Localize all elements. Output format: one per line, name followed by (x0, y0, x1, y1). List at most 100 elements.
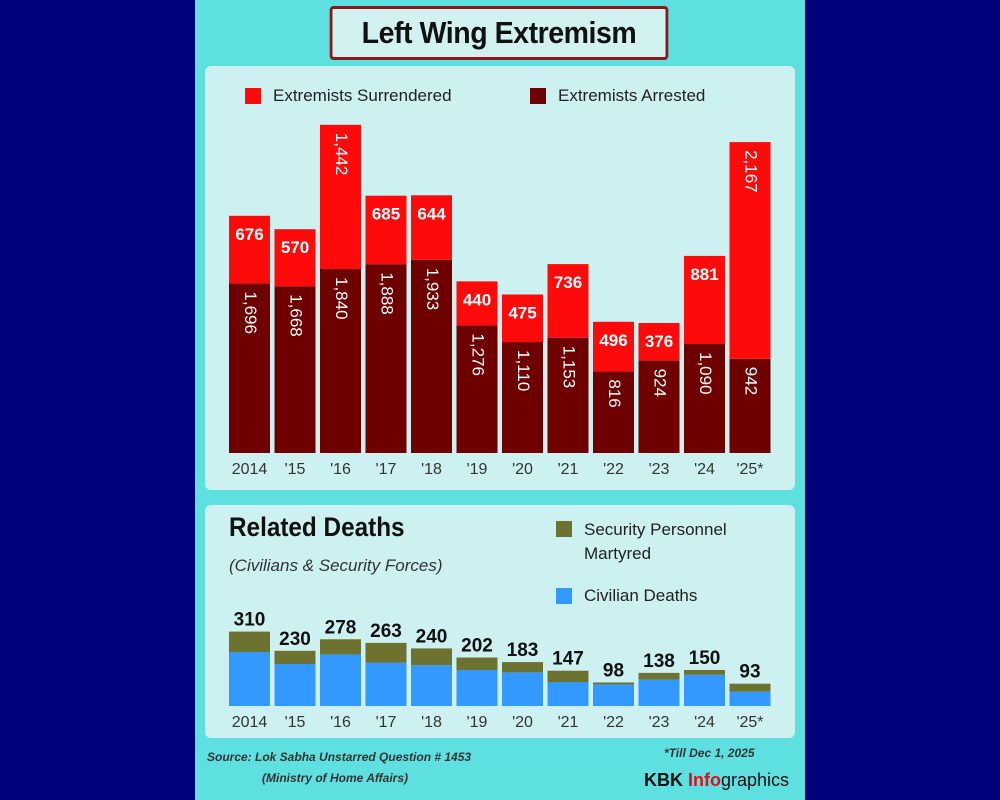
bar-civilian (365, 662, 407, 706)
bar-surrendered (502, 294, 543, 342)
x-tick-label: '24 (694, 714, 715, 731)
total-label: 138 (643, 651, 675, 672)
total-label: 310 (234, 610, 266, 631)
label-arrested: 1,933 (423, 268, 442, 311)
legend-arrested: Extremists Arrested (530, 86, 705, 106)
bar-surrendered (274, 229, 316, 287)
total-label: 150 (689, 648, 721, 669)
total-label: 183 (507, 640, 539, 661)
label-surrendered: 2,167 (742, 150, 761, 193)
bar-arrested (502, 342, 543, 453)
x-tick-label: '25* (736, 714, 763, 731)
legend-label: Security Personnel Martyred (584, 520, 727, 563)
x-tick-label: '19 (467, 461, 488, 478)
bar-arrested (320, 269, 361, 453)
label-surrendered: 496 (599, 331, 627, 350)
total-label: 147 (552, 649, 584, 670)
label-arrested: 816 (605, 379, 624, 407)
total-label: 93 (739, 662, 760, 683)
bar-arrested (229, 283, 270, 453)
bar-security (729, 683, 771, 692)
legend-swatch (245, 88, 261, 104)
x-tick-label: 2014 (232, 461, 268, 478)
legend-security: Security Personnel Martyred (556, 518, 784, 566)
x-tick-label: '21 (558, 714, 579, 731)
x-tick-label: '18 (421, 714, 442, 731)
x-tick-label: '16 (330, 461, 351, 478)
bar-civilian (729, 691, 771, 706)
bar-arrested (547, 337, 589, 453)
label-arrested: 1,888 (378, 272, 397, 315)
x-tick-label: '23 (649, 461, 670, 478)
deaths-title: Related Deaths (229, 512, 405, 542)
label-surrendered: 440 (463, 290, 491, 309)
total-label: 263 (370, 621, 402, 642)
x-tick-label: '24 (694, 461, 715, 478)
label-arrested: 1,090 (696, 352, 715, 395)
bar-security (229, 631, 270, 652)
bar-civilian (593, 684, 634, 706)
label-arrested: 1,840 (332, 277, 351, 320)
bar-surrendered (411, 195, 452, 260)
bar-arrested (365, 264, 407, 453)
total-label: 278 (325, 617, 357, 638)
legend-label: Civilian Deaths (584, 586, 698, 605)
bar-security (411, 648, 452, 666)
label-surrendered: 685 (372, 205, 400, 224)
x-tick-label: '23 (649, 714, 670, 731)
x-tick-label: '18 (421, 461, 442, 478)
label-surrendered: 570 (281, 238, 309, 257)
bar-security (456, 657, 498, 670)
bar-arrested (411, 259, 452, 453)
page-title: Left Wing Extremism (329, 6, 669, 60)
label-surrendered: 1,442 (332, 133, 351, 176)
bar-security (638, 672, 680, 680)
label-arrested: 1,153 (560, 346, 579, 389)
brand-logo: KBK Infographics (644, 770, 790, 790)
bar-arrested (684, 344, 725, 453)
deaths-subtitle: (Civilians & Security Forces) (229, 556, 443, 575)
legend-swatch (530, 88, 546, 104)
bar-surrendered (229, 215, 270, 284)
legend-label: Extremists Surrendered (273, 86, 452, 105)
bar-arrested (274, 286, 316, 453)
bar-civilian (229, 652, 270, 706)
x-tick-label: '15 (285, 461, 306, 478)
bar-surrendered (684, 255, 725, 344)
label-arrested: 1,110 (514, 350, 533, 391)
label-arrested: 924 (651, 369, 670, 397)
legend-swatch (556, 588, 572, 604)
legend-swatch (556, 521, 572, 537)
bar-security (547, 670, 589, 682)
x-tick-label: '22 (603, 714, 624, 731)
bar-arrested (729, 358, 771, 453)
source-text: Source: Lok Sabha Unstarred Question # 1… (207, 750, 472, 764)
bar-security (684, 670, 725, 675)
bar-surrendered (638, 323, 680, 361)
total-label: 98 (603, 660, 624, 681)
total-label: 240 (416, 626, 448, 647)
legend-civilian: Civilian Deaths (556, 586, 697, 606)
legend-label: Extremists Arrested (558, 86, 706, 105)
x-tick-label: '21 (558, 461, 579, 478)
x-tick-label: '16 (330, 714, 351, 731)
bar-civilian (456, 670, 498, 706)
legend-surrendered: Extremists Surrendered (245, 86, 452, 106)
x-tick-label: '25* (736, 461, 763, 478)
x-tick-label: '17 (376, 714, 397, 731)
bar-civilian (547, 682, 589, 706)
ministry-text: (Ministry of Home Affairs) (262, 771, 409, 785)
label-surrendered: 676 (235, 225, 263, 244)
bar-civilian (638, 679, 680, 706)
label-surrendered: 881 (690, 265, 718, 284)
bar-surrendered (593, 321, 634, 372)
x-tick-label: '19 (467, 714, 488, 731)
label-arrested: 1,668 (287, 294, 306, 337)
bar-civilian (684, 674, 725, 706)
bar-arrested (593, 371, 634, 453)
bar-security (593, 682, 634, 685)
x-tick-label: '15 (285, 714, 306, 731)
bar-civilian (320, 654, 361, 706)
x-tick-label: 2014 (232, 714, 268, 731)
